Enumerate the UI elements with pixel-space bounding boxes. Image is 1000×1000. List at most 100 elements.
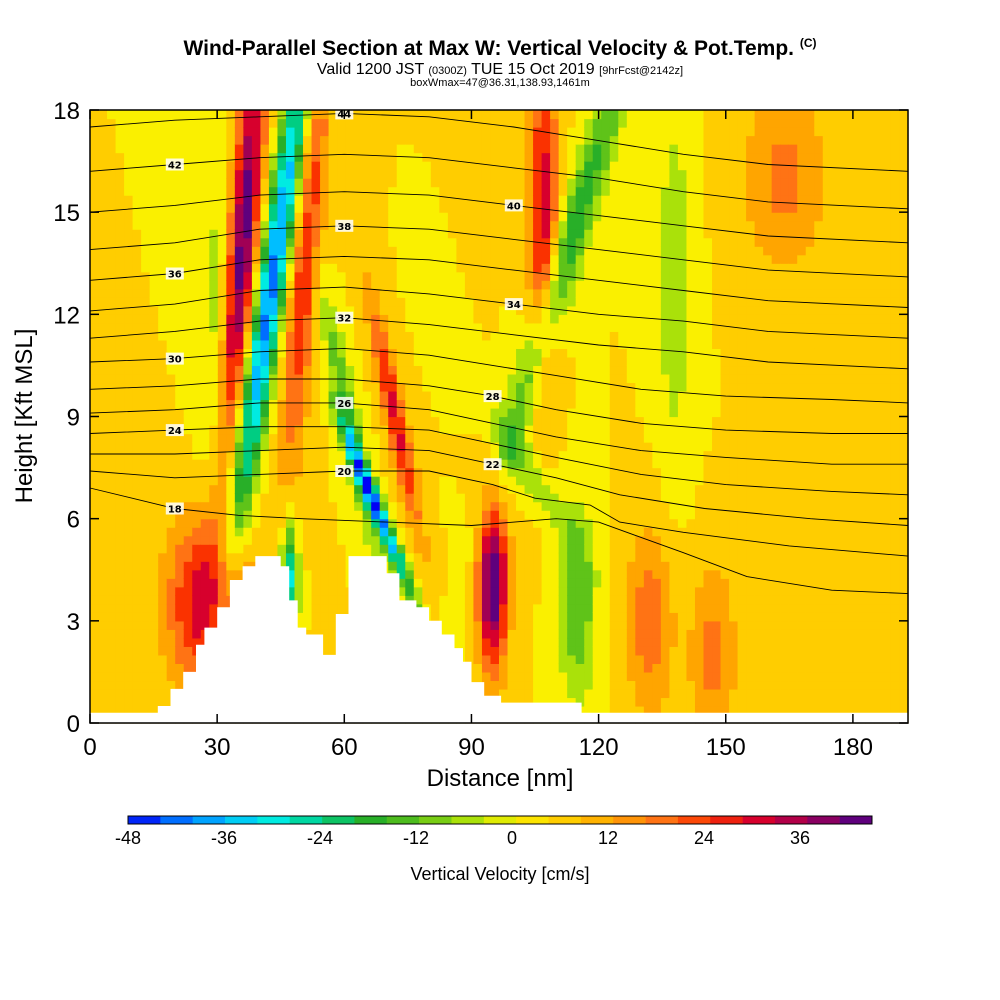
velocity-cell xyxy=(217,356,227,367)
velocity-cell xyxy=(132,169,142,179)
velocity-cell xyxy=(413,382,423,392)
velocity-cell xyxy=(158,339,168,349)
velocity-cell xyxy=(328,212,338,222)
velocity-cell xyxy=(524,127,534,137)
velocity-cell xyxy=(320,535,330,545)
velocity-cell xyxy=(132,680,142,690)
velocity-cell xyxy=(311,425,321,435)
velocity-cell xyxy=(430,501,440,511)
velocity-cell xyxy=(362,467,372,477)
velocity-cell xyxy=(643,467,653,477)
velocity-cell xyxy=(499,152,509,162)
velocity-cell xyxy=(533,271,543,281)
velocity-cell xyxy=(499,595,509,605)
velocity-cell xyxy=(584,501,594,511)
velocity-cell xyxy=(584,195,594,205)
velocity-cell xyxy=(98,484,108,494)
velocity-cell xyxy=(371,339,381,349)
velocity-cell xyxy=(575,297,585,307)
velocity-cell xyxy=(558,510,568,520)
velocity-cell xyxy=(268,339,279,349)
velocity-cell xyxy=(456,450,466,460)
velocity-cell xyxy=(481,305,492,315)
velocity-cell xyxy=(294,135,304,145)
velocity-cell xyxy=(413,127,423,137)
velocity-cell xyxy=(243,288,253,298)
velocity-cell xyxy=(149,186,159,196)
velocity-cell xyxy=(439,578,449,588)
velocity-cell xyxy=(396,442,406,452)
velocity-cell xyxy=(107,586,117,596)
velocity-cell xyxy=(379,195,389,205)
velocity-cell xyxy=(328,254,338,264)
velocity-cell xyxy=(464,297,475,307)
velocity-cell xyxy=(626,569,636,579)
velocity-cell xyxy=(149,680,159,690)
velocity-cell xyxy=(294,476,304,486)
velocity-cell xyxy=(362,527,372,537)
velocity-cell xyxy=(464,237,475,247)
velocity-cell xyxy=(533,518,543,528)
velocity-cell xyxy=(481,433,492,443)
velocity-cell xyxy=(294,288,304,298)
velocity-cell xyxy=(183,646,193,656)
velocity-cell xyxy=(533,135,543,145)
velocity-cell xyxy=(507,425,517,435)
velocity-cell xyxy=(430,603,440,613)
velocity-cell xyxy=(379,331,389,341)
velocity-cell xyxy=(379,161,389,171)
velocity-cell xyxy=(90,127,100,137)
velocity-cell xyxy=(524,365,534,375)
velocity-cell xyxy=(124,450,134,460)
velocity-cell xyxy=(277,195,287,205)
velocity-cell xyxy=(516,442,526,452)
velocity-cell xyxy=(260,399,270,409)
velocity-cell xyxy=(456,382,466,392)
velocity-cell xyxy=(124,305,134,315)
velocity-cell xyxy=(90,620,100,630)
velocity-cell xyxy=(328,450,338,460)
velocity-cell xyxy=(345,212,355,222)
velocity-cell xyxy=(669,322,679,332)
velocity-cell xyxy=(371,280,381,290)
velocity-cell xyxy=(251,518,262,528)
velocity-cell xyxy=(609,637,619,647)
velocity-cell xyxy=(626,671,636,682)
velocity-cell xyxy=(499,510,509,520)
velocity-cell xyxy=(635,178,645,188)
velocity-cell xyxy=(311,569,321,579)
velocity-cell xyxy=(507,646,517,656)
velocity-cell xyxy=(251,493,262,503)
velocity-cell xyxy=(396,595,406,605)
velocity-cell xyxy=(464,127,475,137)
velocity-cell xyxy=(439,425,449,435)
velocity-cell xyxy=(217,229,227,239)
velocity-cell xyxy=(405,382,415,392)
velocity-cell xyxy=(260,416,270,426)
velocity-cell xyxy=(183,510,193,520)
velocity-cell xyxy=(575,637,585,647)
velocity-cell xyxy=(294,603,304,613)
velocity-cell xyxy=(405,476,415,486)
velocity-cell xyxy=(90,144,100,154)
velocity-cell xyxy=(345,501,355,511)
velocity-cell xyxy=(499,527,509,537)
velocity-cell xyxy=(524,212,534,222)
velocity-cell xyxy=(405,390,415,401)
velocity-cell xyxy=(141,467,151,477)
velocity-cell xyxy=(362,510,372,520)
velocity-cell xyxy=(209,212,219,222)
velocity-cell xyxy=(473,416,483,426)
velocity-cell xyxy=(277,399,287,409)
velocity-cell xyxy=(609,578,619,588)
velocity-cell xyxy=(592,663,602,673)
velocity-cell xyxy=(243,237,253,247)
velocity-cell xyxy=(524,144,534,154)
velocity-cell xyxy=(328,365,338,375)
velocity-cell xyxy=(243,280,253,290)
velocity-cell xyxy=(499,407,509,418)
velocity-cell xyxy=(592,595,602,605)
velocity-cell xyxy=(183,314,193,324)
velocity-cell xyxy=(575,339,585,349)
velocity-cell xyxy=(337,544,347,554)
